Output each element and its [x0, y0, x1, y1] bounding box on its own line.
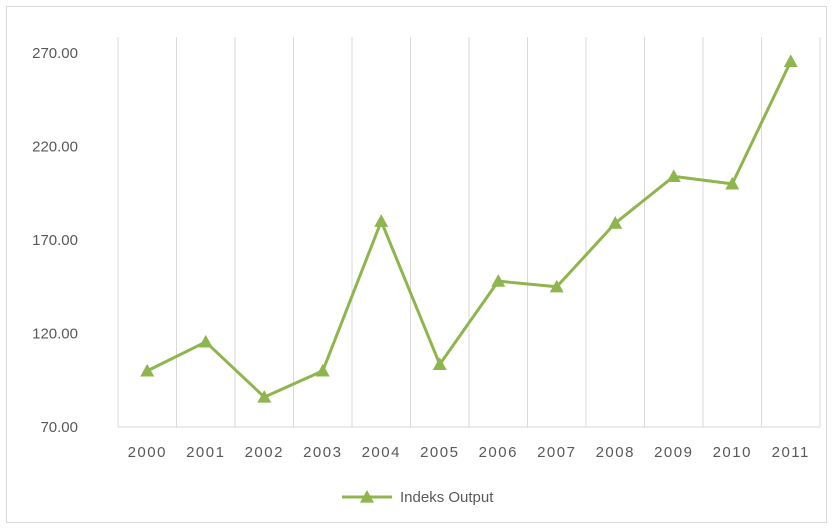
- x-tick-label: 2004: [362, 444, 401, 461]
- data-point-marker: [432, 357, 447, 370]
- y-tick-label: 170.00: [32, 232, 78, 249]
- data-point-marker: [374, 214, 389, 227]
- x-tick-label: 2011: [772, 444, 810, 461]
- data-point-marker: [257, 390, 272, 403]
- x-tick-label: 2009: [654, 444, 693, 461]
- chart-frame: [6, 6, 827, 523]
- y-tick-label: 70.00: [40, 419, 78, 436]
- data-point-marker: [608, 216, 623, 229]
- data-point-marker: [549, 279, 564, 293]
- x-tick-label: 2008: [596, 444, 635, 461]
- x-tick-label: 2001: [186, 444, 225, 461]
- y-tick-label: 270.00: [32, 45, 78, 62]
- x-tick-label: 2010: [713, 444, 752, 461]
- legend-label: Indeks Output: [400, 489, 494, 506]
- series-line: [146, 60, 793, 399]
- legend-marker: [360, 490, 374, 503]
- x-tick-label: 2005: [420, 444, 459, 461]
- data-point-marker: [725, 176, 740, 190]
- x-tick-label: 2000: [128, 444, 167, 461]
- y-tick-label: 120.00: [32, 326, 78, 343]
- data-point-marker: [198, 334, 213, 348]
- data-point-marker: [666, 169, 681, 183]
- data-point-marker: [140, 363, 155, 377]
- x-tick-label: 2003: [303, 444, 342, 461]
- data-point-marker: [783, 54, 798, 68]
- data-point-marker: [315, 363, 330, 377]
- x-tick-label: 2006: [479, 444, 518, 461]
- x-tick-label: 2002: [245, 444, 284, 461]
- data-point-marker: [491, 274, 506, 287]
- x-tick-label: 2007: [537, 444, 576, 461]
- y-tick-label: 220.00: [32, 139, 78, 156]
